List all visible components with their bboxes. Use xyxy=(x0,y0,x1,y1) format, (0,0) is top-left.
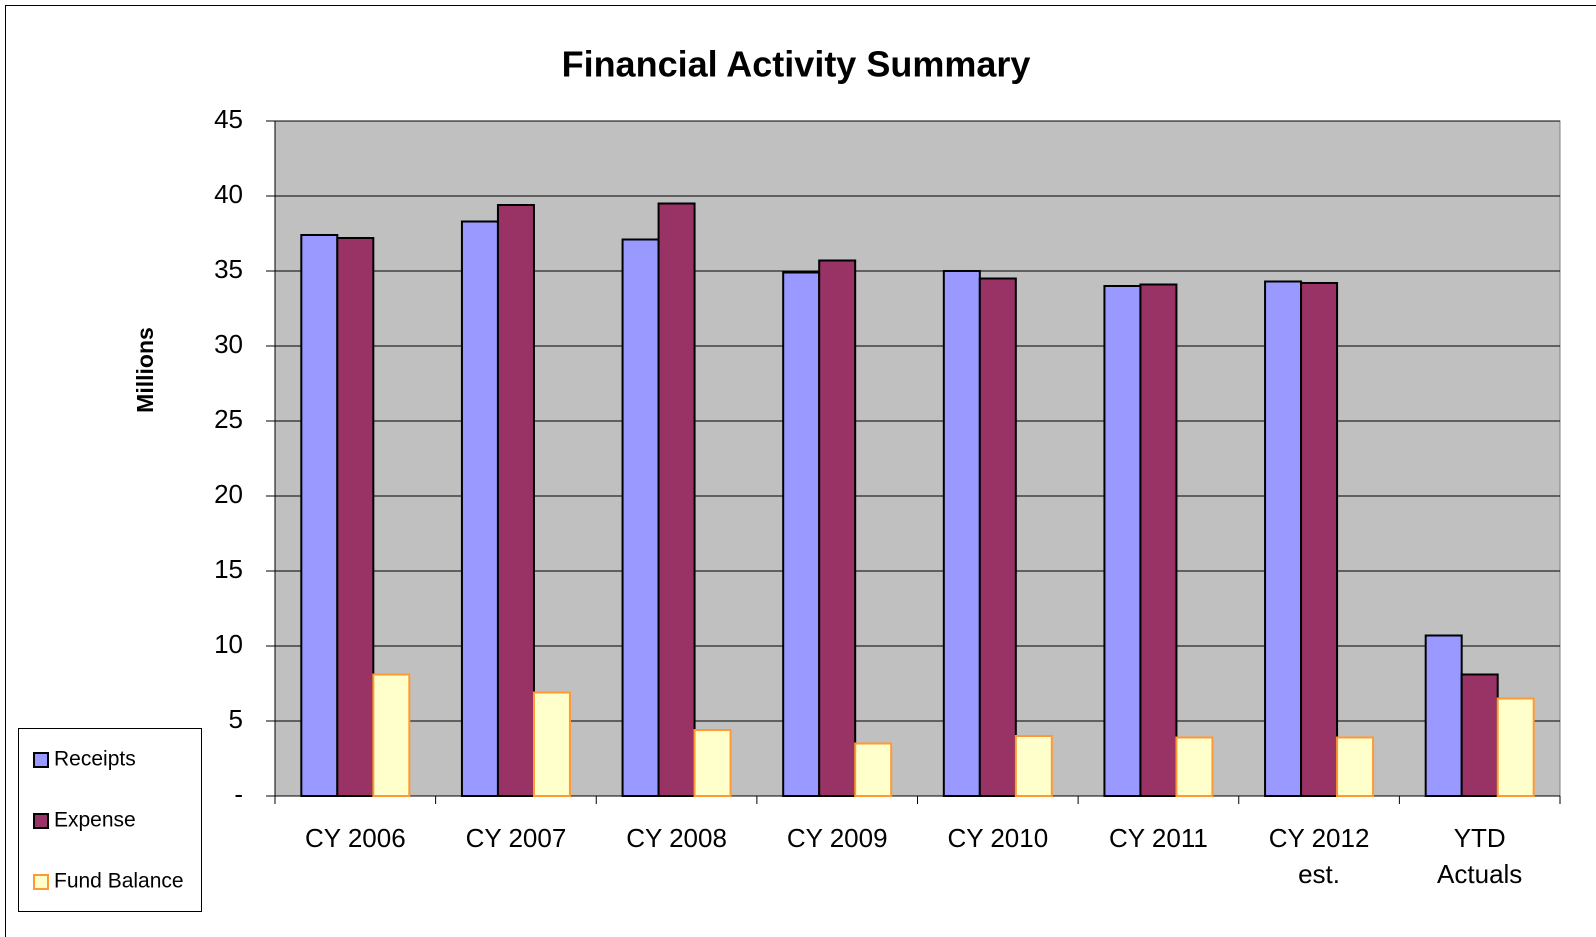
y-tick-label: 20 xyxy=(214,479,243,509)
bar xyxy=(1460,673,1499,797)
legend-swatch xyxy=(33,874,49,890)
y-tick-label: 35 xyxy=(214,254,243,284)
x-tick-label: CY 2010 xyxy=(947,823,1049,853)
bar xyxy=(657,202,696,797)
x-tick-label: CY 2006 xyxy=(304,823,406,853)
bar xyxy=(818,259,857,797)
x-tick-label: CY 2009 xyxy=(786,823,888,853)
x-tick-label: YTD Actuals xyxy=(1437,823,1523,889)
x-tick-label: CY 2008 xyxy=(626,823,727,853)
y-tick-label: 5 xyxy=(229,704,243,734)
bar xyxy=(1014,735,1053,797)
bar xyxy=(496,204,535,797)
bar xyxy=(1103,285,1142,797)
bar xyxy=(1264,280,1303,797)
legend-swatch xyxy=(33,813,49,829)
bar xyxy=(1496,697,1535,797)
legend-label: Receipts xyxy=(54,748,136,771)
legend-label: Fund Balance xyxy=(54,870,184,893)
y-tick-label: 30 xyxy=(214,329,243,359)
bar xyxy=(372,673,411,797)
bar xyxy=(460,220,499,797)
bar xyxy=(532,691,571,797)
chart-title: Financial Activity Summary xyxy=(562,44,1031,85)
bar xyxy=(942,270,981,797)
y-tick-label: 25 xyxy=(214,404,243,434)
y-tick-label: 40 xyxy=(214,179,243,209)
bar xyxy=(978,277,1017,797)
x-tick-label: CY 2011 xyxy=(1109,823,1208,853)
x-tick-label: CY 2007 xyxy=(465,823,567,853)
legend-label: Expense xyxy=(54,809,136,832)
bar xyxy=(1300,282,1339,797)
legend-swatch xyxy=(33,752,49,768)
y-axis-label: Millions xyxy=(132,327,158,413)
bar xyxy=(1175,736,1214,797)
bar xyxy=(1336,736,1375,797)
y-tick-label: 15 xyxy=(214,554,243,584)
bar xyxy=(1139,283,1178,797)
bar xyxy=(782,271,821,797)
y-tick-label: 45 xyxy=(214,104,243,134)
x-tick-label: CY 2012 est. xyxy=(1268,823,1370,889)
bar xyxy=(300,234,339,797)
bar xyxy=(854,742,893,797)
bar xyxy=(621,238,660,797)
bar xyxy=(1424,634,1463,797)
bar xyxy=(336,237,375,797)
y-tick-label: - xyxy=(234,779,243,809)
y-tick-label: 10 xyxy=(214,629,243,659)
bar xyxy=(693,729,732,797)
